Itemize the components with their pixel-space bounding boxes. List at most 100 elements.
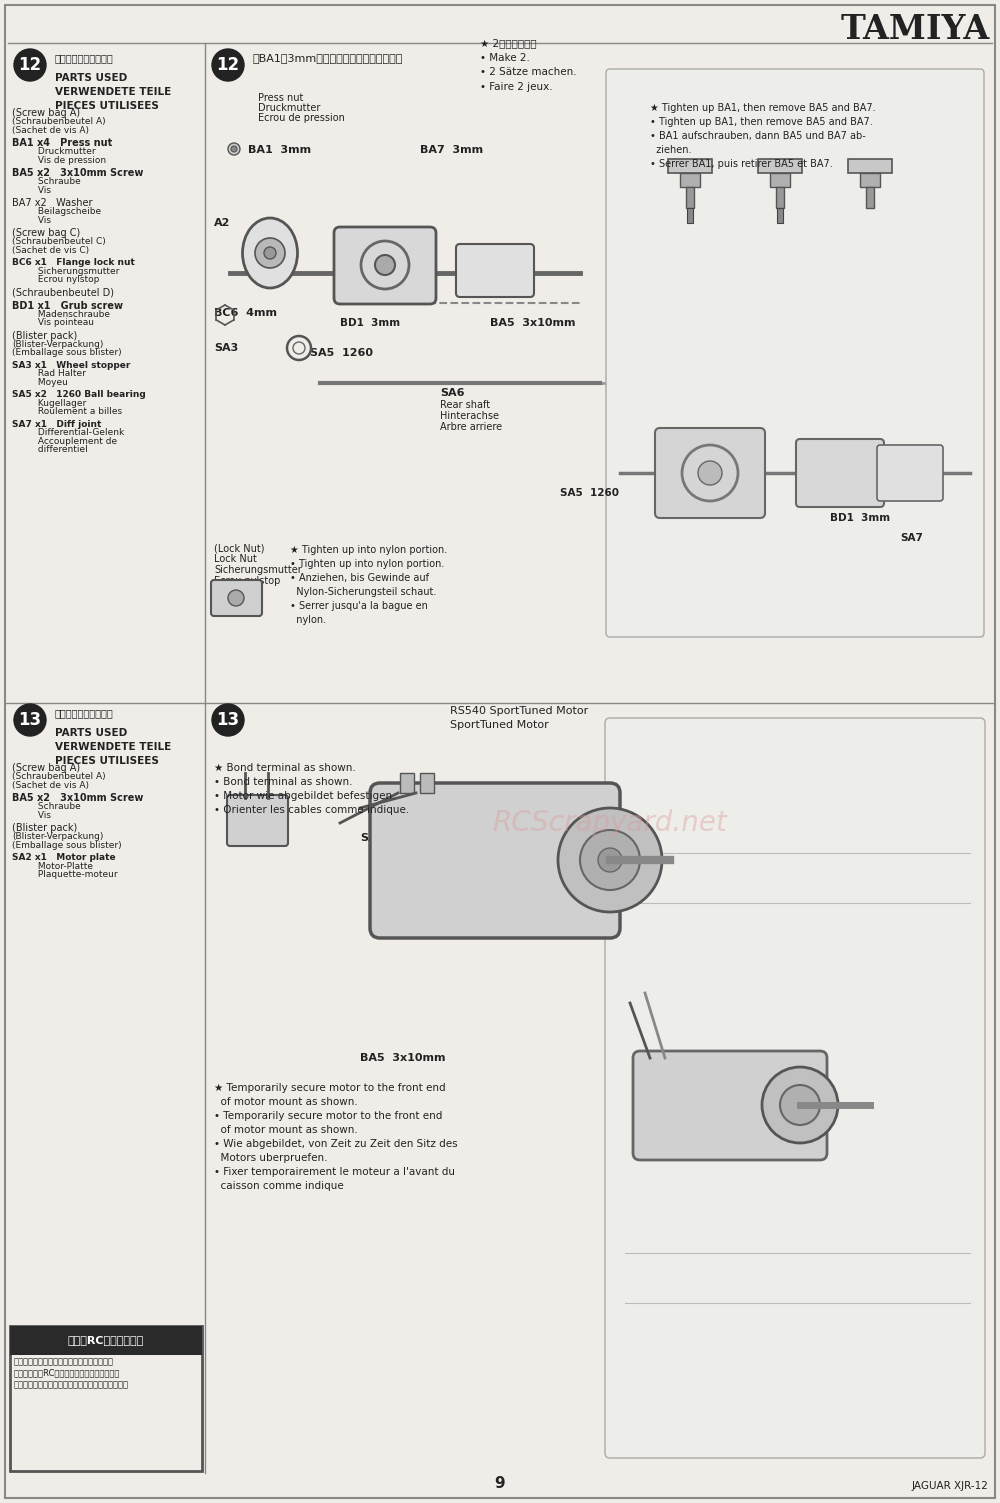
Text: （BA1（3mmタイトナット）のとりつけ）: （BA1（3mmタイトナット）のとりつけ） xyxy=(252,53,402,63)
Text: SA2: SA2 xyxy=(360,833,384,843)
Text: 12: 12 xyxy=(18,56,42,74)
FancyBboxPatch shape xyxy=(877,445,943,500)
Text: 12: 12 xyxy=(216,56,240,74)
Text: Druckmutter: Druckmutter xyxy=(12,147,96,156)
FancyBboxPatch shape xyxy=(796,439,884,507)
Bar xyxy=(400,773,414,794)
Text: (Schraubenbeutel D): (Schraubenbeutel D) xyxy=(12,287,114,298)
Text: Druckmutter: Druckmutter xyxy=(258,104,320,113)
Circle shape xyxy=(255,237,285,268)
Text: タミヤRCガイドブック: タミヤRCガイドブック xyxy=(68,1335,144,1345)
Text: SA3 x1   Wheel stopper: SA3 x1 Wheel stopper xyxy=(12,361,130,370)
Text: （使用する小物金具）: （使用する小物金具） xyxy=(55,708,114,718)
Circle shape xyxy=(228,591,244,606)
Bar xyxy=(848,159,892,173)
Text: ラジオコントロール車の楽しみ方へのガイド
ブックです。RC車の基本知識、操織の仓方を
詳しく解説。ご購入はお近くの販売店までどうぞ。: ラジオコントロール車の楽しみ方へのガイド ブックです。RC車の基本知識、操織の仓… xyxy=(14,1357,129,1390)
Text: ★ Tighten up into nylon portion.
• Tighten up into nylon portion.
• Anziehen, bi: ★ Tighten up into nylon portion. • Tight… xyxy=(290,546,447,625)
FancyBboxPatch shape xyxy=(605,718,985,1458)
Bar xyxy=(777,207,783,222)
Bar xyxy=(687,207,693,222)
Text: Lock Nut: Lock Nut xyxy=(214,555,257,564)
Text: SA5  1260: SA5 1260 xyxy=(560,488,619,497)
Text: BC6  4mm: BC6 4mm xyxy=(214,308,277,319)
Text: (Sachet de vis C): (Sachet de vis C) xyxy=(12,245,89,254)
Circle shape xyxy=(762,1067,838,1142)
Text: (Screw bag A): (Screw bag A) xyxy=(12,108,80,119)
Text: Rear shaft: Rear shaft xyxy=(440,400,490,410)
Text: (Blister pack): (Blister pack) xyxy=(12,824,77,833)
Bar xyxy=(866,186,874,207)
Circle shape xyxy=(14,50,46,81)
Bar xyxy=(770,173,790,186)
Circle shape xyxy=(698,461,722,485)
Text: （使用する小物金具）: （使用する小物金具） xyxy=(55,53,114,63)
Text: JAGUAR XJR-12: JAGUAR XJR-12 xyxy=(911,1480,988,1491)
Bar xyxy=(420,773,434,794)
Text: Hinterachse: Hinterachse xyxy=(440,410,499,421)
Text: Plaquette-moteur: Plaquette-moteur xyxy=(12,870,118,879)
Text: BA1 x4   Press nut: BA1 x4 Press nut xyxy=(12,138,112,147)
Text: PARTS USED
VERWENDETE TEILE
PIECES UTILISEES: PARTS USED VERWENDETE TEILE PIECES UTILI… xyxy=(55,727,171,767)
FancyBboxPatch shape xyxy=(606,69,984,637)
Text: SA6: SA6 xyxy=(440,388,465,398)
Text: RS540 SportTuned Motor: RS540 SportTuned Motor xyxy=(450,706,588,715)
Text: SA5 x2   1260 Ball bearing: SA5 x2 1260 Ball bearing xyxy=(12,389,146,398)
Text: A2: A2 xyxy=(214,218,230,228)
Text: Vis de pression: Vis de pression xyxy=(12,155,106,164)
Text: (Emballage sous blister): (Emballage sous blister) xyxy=(12,840,122,849)
Circle shape xyxy=(212,703,244,736)
Text: Vis pointeau: Vis pointeau xyxy=(12,319,94,328)
Text: BD1 x1   Grub screw: BD1 x1 Grub screw xyxy=(12,301,123,311)
Text: Accouplement de: Accouplement de xyxy=(12,436,117,445)
Text: SA2 x1   Motor plate: SA2 x1 Motor plate xyxy=(12,854,116,863)
Text: BD1  3mm: BD1 3mm xyxy=(830,513,890,523)
Text: (Sachet de vis A): (Sachet de vis A) xyxy=(12,780,89,789)
Text: (Schraubenbeutel C): (Schraubenbeutel C) xyxy=(12,237,106,246)
Circle shape xyxy=(598,848,622,872)
Text: (Emballage sous blister): (Emballage sous blister) xyxy=(12,349,122,358)
Text: 13: 13 xyxy=(18,711,42,729)
Text: Sicherungsmutter: Sicherungsmutter xyxy=(214,565,302,576)
Text: ★ Temporarily secure motor to the front end
  of motor mount as shown.
• Tempora: ★ Temporarily secure motor to the front … xyxy=(214,1084,458,1190)
Text: 13: 13 xyxy=(216,711,240,729)
Circle shape xyxy=(228,143,240,155)
Text: Madenschraube: Madenschraube xyxy=(12,310,110,319)
Bar xyxy=(668,159,712,173)
Bar xyxy=(686,186,694,207)
Text: BC6 x1   Flange lock nut: BC6 x1 Flange lock nut xyxy=(12,259,135,268)
Circle shape xyxy=(212,50,244,81)
Text: Ecrou nylstop: Ecrou nylstop xyxy=(214,576,280,586)
Text: Beilagscheibe: Beilagscheibe xyxy=(12,207,101,216)
FancyBboxPatch shape xyxy=(211,580,262,616)
Circle shape xyxy=(580,830,640,890)
Text: ★ 2個作ります。
• Make 2.
• 2 Sätze machen.
• Faire 2 jeux.: ★ 2個作ります。 • Make 2. • 2 Sätze machen. • … xyxy=(480,38,577,92)
FancyBboxPatch shape xyxy=(334,227,436,304)
Text: (Screw bag A): (Screw bag A) xyxy=(12,764,80,773)
Text: TAMIYA: TAMIYA xyxy=(841,14,990,47)
Text: (Blister pack): (Blister pack) xyxy=(12,331,77,341)
Text: differentiel: differentiel xyxy=(12,445,88,454)
FancyBboxPatch shape xyxy=(227,795,288,846)
Text: BA5 x2   3x10mm Screw: BA5 x2 3x10mm Screw xyxy=(12,168,143,177)
Circle shape xyxy=(14,703,46,736)
Text: SA7: SA7 xyxy=(900,534,923,543)
Bar xyxy=(860,173,880,186)
FancyBboxPatch shape xyxy=(370,783,620,938)
Text: BA7 x2   Washer: BA7 x2 Washer xyxy=(12,198,93,207)
Text: Press nut: Press nut xyxy=(258,93,303,104)
Text: BA5  3x10mm: BA5 3x10mm xyxy=(490,319,576,328)
Text: Sicherungsmutter: Sicherungsmutter xyxy=(12,266,119,275)
Circle shape xyxy=(558,809,662,912)
Text: Roulement a billes: Roulement a billes xyxy=(12,407,122,416)
Text: Schraube: Schraube xyxy=(12,803,81,812)
Circle shape xyxy=(264,246,276,259)
Text: (Schraubenbeutel A): (Schraubenbeutel A) xyxy=(12,117,106,126)
Text: 9: 9 xyxy=(495,1476,505,1491)
Text: Moyeu: Moyeu xyxy=(12,377,68,386)
Text: Vis: Vis xyxy=(12,185,51,194)
Circle shape xyxy=(780,1085,820,1126)
Text: BA1  3mm: BA1 3mm xyxy=(248,144,311,155)
Text: Schraube: Schraube xyxy=(12,177,81,186)
FancyBboxPatch shape xyxy=(655,428,765,519)
Text: PARTS USED
VERWENDETE TEILE
PIECES UTILISEES: PARTS USED VERWENDETE TEILE PIECES UTILI… xyxy=(55,74,171,111)
